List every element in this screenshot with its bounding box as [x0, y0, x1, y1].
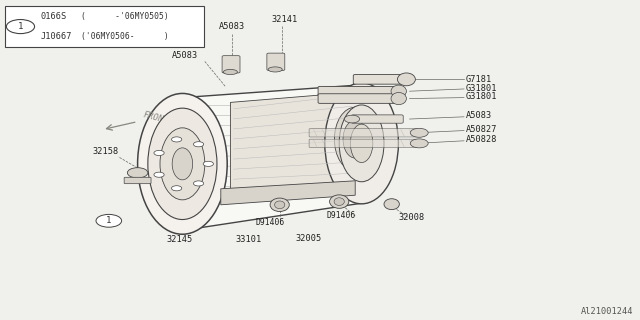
Text: G7181: G7181 — [466, 75, 492, 84]
Text: 1: 1 — [106, 216, 111, 225]
Ellipse shape — [148, 108, 217, 220]
Circle shape — [154, 172, 164, 177]
Ellipse shape — [160, 128, 205, 200]
Text: 0166S: 0166S — [41, 12, 67, 21]
Circle shape — [193, 142, 204, 147]
Ellipse shape — [334, 198, 344, 205]
Ellipse shape — [223, 69, 237, 75]
Ellipse shape — [324, 83, 398, 204]
FancyBboxPatch shape — [309, 129, 417, 137]
Text: G31801: G31801 — [466, 84, 497, 92]
Ellipse shape — [172, 148, 193, 180]
Text: 32145: 32145 — [166, 235, 193, 244]
Text: A5083: A5083 — [466, 111, 492, 120]
Ellipse shape — [397, 73, 415, 86]
Text: A5083: A5083 — [219, 22, 245, 31]
Ellipse shape — [330, 195, 349, 208]
Ellipse shape — [270, 198, 289, 212]
Circle shape — [344, 115, 360, 123]
Text: 32005: 32005 — [296, 234, 322, 243]
Ellipse shape — [268, 67, 282, 72]
Circle shape — [410, 128, 428, 137]
Text: 32141: 32141 — [271, 15, 298, 24]
Bar — [5, 6, 204, 47]
Ellipse shape — [335, 107, 376, 171]
Circle shape — [6, 20, 35, 34]
Text: 1: 1 — [18, 22, 23, 31]
Text: 33101: 33101 — [236, 235, 262, 244]
Text: A5083: A5083 — [172, 51, 198, 60]
Ellipse shape — [391, 85, 406, 97]
FancyBboxPatch shape — [309, 139, 417, 148]
Text: A50827: A50827 — [466, 125, 497, 134]
FancyBboxPatch shape — [222, 56, 240, 73]
FancyBboxPatch shape — [318, 94, 396, 103]
FancyBboxPatch shape — [318, 86, 396, 96]
Circle shape — [172, 186, 182, 191]
Circle shape — [203, 161, 213, 166]
Ellipse shape — [343, 120, 367, 158]
Text: Al21001244: Al21001244 — [581, 307, 634, 316]
Polygon shape — [230, 92, 355, 195]
Circle shape — [96, 214, 122, 227]
Circle shape — [127, 168, 148, 178]
Text: D91406: D91406 — [256, 218, 285, 227]
Text: D91406: D91406 — [326, 211, 356, 220]
Ellipse shape — [351, 124, 372, 163]
FancyBboxPatch shape — [351, 115, 403, 123]
Text: ('06MY0506-      ): ('06MY0506- ) — [81, 32, 169, 42]
Text: J10667: J10667 — [41, 32, 72, 42]
Circle shape — [172, 137, 182, 142]
Text: A50828: A50828 — [466, 135, 497, 144]
Text: 32158: 32158 — [93, 147, 119, 156]
Circle shape — [193, 181, 204, 186]
Circle shape — [154, 150, 164, 156]
Ellipse shape — [275, 201, 285, 209]
Text: G31801: G31801 — [466, 92, 497, 101]
Ellipse shape — [391, 92, 406, 105]
Circle shape — [410, 139, 428, 148]
Ellipse shape — [339, 105, 384, 182]
Ellipse shape — [138, 93, 227, 234]
Text: FRONT: FRONT — [142, 111, 170, 126]
Text: 32008: 32008 — [398, 213, 424, 222]
Polygon shape — [182, 85, 362, 230]
Ellipse shape — [384, 199, 399, 210]
FancyBboxPatch shape — [267, 53, 285, 70]
Polygon shape — [221, 181, 355, 205]
FancyBboxPatch shape — [353, 75, 412, 84]
FancyBboxPatch shape — [124, 177, 151, 184]
Text: (      -'06MY0505): ( -'06MY0505) — [81, 12, 169, 21]
